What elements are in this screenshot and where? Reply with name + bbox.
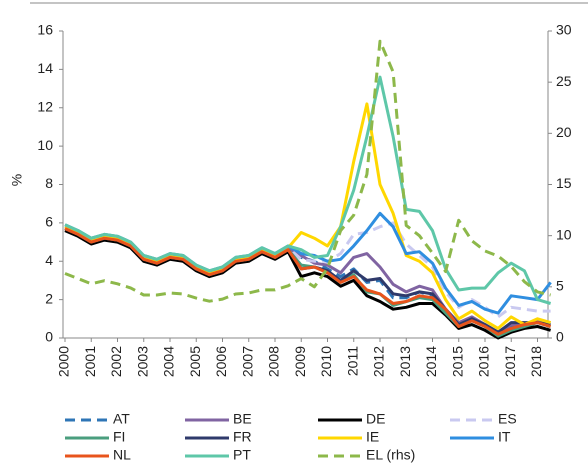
series-line: [64, 75, 552, 305]
x-tick-label: 2006: [213, 346, 229, 377]
y-tick-label: 10: [37, 137, 53, 153]
y2-tick-label: 30: [556, 22, 572, 38]
legend-label: AT: [113, 411, 130, 427]
legend-label: ES: [498, 411, 517, 427]
x-tick-label: 2014: [423, 346, 439, 377]
x-tick-label: 2005: [187, 346, 203, 377]
series-line: [64, 39, 551, 303]
x-tick-label: 2017: [502, 346, 518, 377]
y2-tick-label: 15: [556, 175, 572, 191]
x-tick-label: 2001: [82, 346, 98, 377]
x-tick-label: 2018: [528, 346, 544, 377]
y-tick-label: 0: [45, 329, 53, 345]
x-tick-label: 2000: [56, 346, 72, 377]
x-tick-label: 2011: [344, 346, 360, 376]
x-tick-label: 2013: [397, 346, 413, 377]
y-tick-label: 14: [37, 60, 53, 76]
legend-label: BE: [233, 411, 252, 427]
x-tick-label: 2009: [292, 346, 308, 377]
x-tick-label: 2003: [134, 346, 150, 377]
y-tick-label: 16: [37, 22, 53, 38]
y-axis-label: %: [9, 174, 25, 186]
series-line: [64, 211, 552, 315]
series-line: [64, 229, 552, 340]
y2-tick-label: 20: [556, 124, 572, 140]
legend-label: DE: [366, 411, 385, 427]
x-tick-label: 2016: [476, 346, 492, 377]
y2-tick-label: 10: [556, 226, 572, 242]
y-tick-label: 12: [37, 98, 53, 114]
legend-label: NL: [113, 447, 131, 463]
y2-tick-label: 25: [556, 73, 572, 89]
y-tick-label: 8: [45, 175, 53, 191]
x-tick-label: 2015: [449, 346, 465, 377]
series-line: [64, 102, 552, 330]
x-tick-label: 2007: [239, 346, 255, 377]
legend-label: IE: [366, 429, 379, 445]
legend-label: FI: [113, 429, 125, 445]
legend-label: EL (rhs): [366, 447, 415, 463]
y2-tick-label: 0: [556, 329, 564, 345]
y-tick-label: 6: [45, 214, 53, 230]
legend-label: FR: [233, 429, 252, 445]
x-tick-label: 2004: [161, 346, 177, 377]
x-tick-label: 2012: [371, 346, 387, 377]
x-tick-label: 2010: [318, 346, 334, 377]
y-tick-label: 4: [45, 252, 53, 268]
series-line: [64, 227, 552, 336]
y-tick-label: 2: [45, 290, 53, 306]
legend-label: IT: [498, 429, 511, 445]
x-tick-label: 2008: [266, 346, 282, 377]
legend-label: PT: [233, 447, 251, 463]
x-tick-label: 2002: [108, 346, 124, 377]
y2-tick-label: 5: [556, 278, 564, 294]
series-line: [64, 221, 551, 319]
